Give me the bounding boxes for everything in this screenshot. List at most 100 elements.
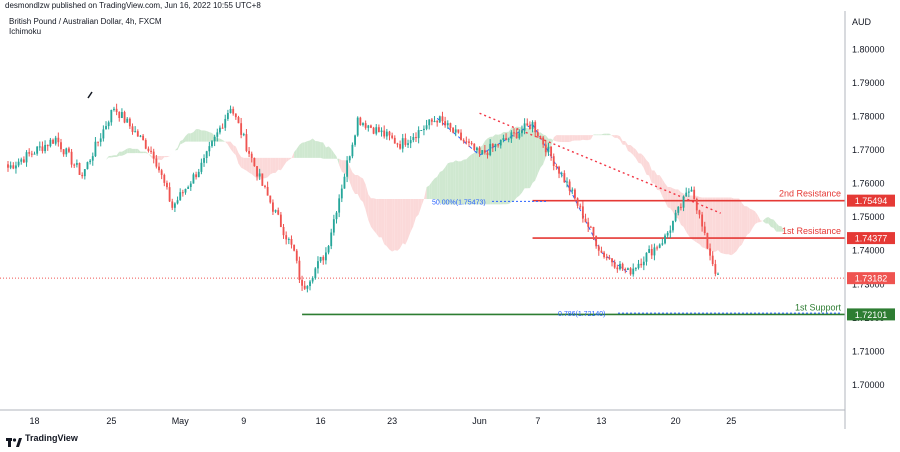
candle-body: [653, 247, 655, 255]
cloud-segment: [689, 196, 692, 239]
candle-body: [177, 200, 179, 203]
cloud-segment: [191, 132, 194, 141]
candle-body: [100, 138, 102, 141]
candle-body: [571, 190, 573, 191]
candle-body: [357, 118, 359, 136]
candle-body: [622, 264, 624, 269]
cloud-segment: [615, 135, 618, 138]
cloud-segment: [744, 206, 747, 239]
candle-body: [57, 138, 59, 142]
candle-body: [185, 189, 187, 193]
cloud-segment: [329, 146, 332, 158]
cloud-segment: [766, 217, 769, 223]
cloud-segment: [403, 199, 406, 245]
level-value: 1.74377: [855, 234, 888, 244]
candle-body: [322, 257, 324, 260]
candle-body: [709, 248, 711, 255]
candle-body: [648, 249, 650, 253]
cloud-segment: [117, 152, 120, 157]
candle-body: [502, 138, 504, 140]
cloud-segment: [559, 135, 562, 142]
candle-body: [569, 182, 571, 191]
candle-body: [105, 126, 107, 129]
candle-body: [635, 268, 637, 269]
cloud-segment: [138, 149, 141, 153]
cloud-segment: [193, 129, 196, 141]
candle-body: [68, 148, 70, 151]
cloud-segment: [355, 175, 358, 194]
cloud-segment: [456, 160, 459, 204]
cloud-segment: [458, 161, 461, 204]
cloud-segment: [578, 135, 581, 140]
cloud-segment: [731, 198, 734, 256]
level-label: 2nd Resistance: [779, 189, 841, 199]
candle-body: [110, 110, 112, 122]
candle-body: [15, 165, 17, 168]
candle-body: [320, 257, 322, 261]
cloud-segment: [175, 148, 178, 151]
candle-body: [664, 236, 666, 244]
cloud-segment: [310, 138, 313, 157]
cloud-segment: [660, 175, 663, 196]
y-tick-label: 1.70000: [852, 380, 885, 390]
cloud-segment: [760, 220, 763, 222]
candle-body: [457, 129, 459, 132]
cloud-segment: [305, 141, 308, 158]
candle-body: [492, 144, 494, 147]
candle-body: [659, 245, 661, 248]
cloud-segment: [281, 158, 284, 170]
cloud-segment: [186, 133, 189, 141]
candle-body: [463, 140, 465, 141]
cloud-segment: [109, 156, 112, 158]
candle-body: [513, 132, 515, 133]
cloud-segment: [244, 158, 247, 171]
candle-body: [187, 187, 189, 189]
candle-body: [495, 144, 497, 147]
candle-body: [510, 132, 512, 138]
candle-body: [428, 119, 430, 125]
candle-body: [516, 133, 518, 139]
cloud-segment: [639, 153, 642, 163]
candle-body: [656, 247, 658, 248]
tradingview-logo[interactable]: TradingView: [6, 433, 78, 443]
candle-body: [47, 145, 49, 146]
cloud-segment: [276, 158, 279, 173]
candle-body: [651, 249, 653, 255]
candle-body: [505, 138, 507, 139]
axis-currency: AUD: [852, 17, 872, 27]
x-tick-label: 25: [106, 416, 116, 426]
candle-body: [473, 144, 475, 150]
candle-body: [407, 143, 409, 145]
candle-body: [627, 268, 629, 270]
cloud-segment: [119, 152, 122, 156]
cloud-segment: [612, 135, 615, 138]
candle-body: [468, 141, 470, 142]
cloud-segment: [604, 134, 607, 136]
cloud-segment: [289, 158, 292, 160]
cloud-segment: [387, 199, 390, 250]
candle-body: [338, 198, 340, 212]
cloud-segment: [556, 135, 559, 142]
candle-body: [208, 146, 210, 151]
candle-body: [227, 113, 229, 119]
candle-body: [31, 154, 33, 155]
candle-body: [150, 151, 152, 152]
fib-label: 50.00%(1.75473): [432, 199, 486, 206]
x-tick-label: May: [172, 416, 190, 426]
candle-body: [161, 170, 163, 175]
candle-body: [7, 164, 9, 167]
pattern-leg: [437, 118, 479, 155]
candle-body: [383, 131, 385, 137]
candle-body: [214, 137, 216, 141]
candle-body: [272, 202, 274, 211]
candle-body: [182, 192, 184, 193]
candle-body: [632, 269, 634, 275]
cloud-segment: [641, 153, 644, 168]
candle-body: [412, 137, 414, 140]
cloud-segment: [435, 177, 438, 200]
candle-body: [563, 173, 565, 182]
candle-body: [26, 152, 28, 162]
candle-body: [545, 144, 547, 152]
candle-body: [155, 159, 157, 167]
